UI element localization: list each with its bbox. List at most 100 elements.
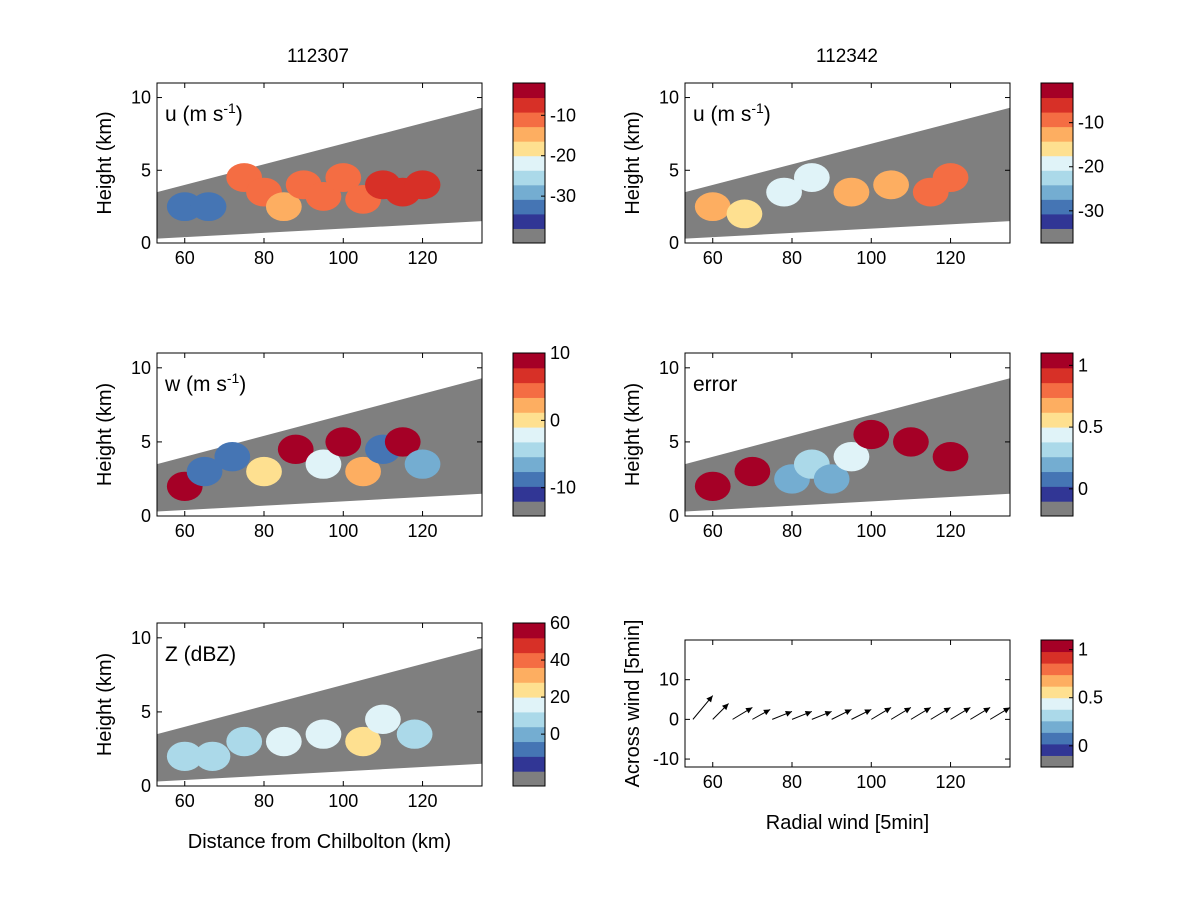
colorbar-segment (1041, 228, 1073, 244)
colorbar-segment (1041, 709, 1073, 722)
y-tick-label: 10 (131, 628, 151, 648)
y-tick-label: 5 (669, 160, 679, 180)
colorbar-segment (513, 199, 545, 215)
y-tick-label: 0 (141, 776, 151, 796)
colorbar: 10 0 -10 (512, 343, 576, 517)
panel-label: error (693, 373, 737, 396)
data-cell (265, 192, 302, 222)
colorbar-segment (513, 427, 545, 443)
colorbar-tick-label: 40 (550, 650, 570, 670)
data-cell (325, 163, 362, 192)
colorbar-segment (1041, 184, 1073, 200)
colorbar-segment (1041, 720, 1073, 733)
colorbar-tick-label: 60 (550, 613, 570, 633)
colorbar-frame (512, 352, 546, 517)
colorbar: 10.50 (1040, 352, 1103, 517)
colorbar-segment (1041, 651, 1073, 664)
colorbar-segment (513, 441, 545, 458)
colorbar-tick-label: 0.5 (1078, 688, 1103, 708)
colorbar-segment (1041, 112, 1073, 128)
x-tick-label: 60 (703, 521, 723, 541)
data-cell (833, 442, 870, 472)
radar-coverage-wedge (157, 378, 482, 512)
x-tick-label: 100 (328, 521, 358, 541)
colorbar-segment (1041, 755, 1073, 768)
colorbar-frame (1040, 352, 1074, 517)
colorbar-segment (1041, 743, 1073, 756)
y-axis-label: Height (km) (622, 111, 644, 214)
colorbar-segment (1041, 170, 1073, 186)
colorbar-segment (513, 112, 545, 128)
colorbar-tick-label: -10 (1078, 113, 1104, 133)
panel-2: 60 80 100 120 0 5 10 Height (km) u (m s-1) -10 -20… (622, 82, 1104, 268)
colorbar-segment (513, 353, 545, 369)
data-cell (190, 192, 227, 222)
colorbar-segment (1041, 456, 1073, 473)
colorbar-segment (513, 667, 545, 683)
data-cell (325, 427, 362, 457)
colorbar: 10.50 (1040, 639, 1103, 768)
colorbar-frame (1040, 639, 1074, 768)
colorbar-segment (513, 682, 545, 698)
wind-arrow-head (824, 710, 832, 717)
panel-label: u (m s-1) (165, 100, 243, 126)
x-tick-label: 60 (703, 248, 723, 268)
colorbar-segment (1041, 412, 1073, 428)
colorbar-segment (1041, 501, 1073, 517)
colorbar-segment (513, 184, 545, 200)
panel-label: w (m s-1) (164, 370, 246, 396)
axes-box (684, 639, 1011, 768)
colorbar-segment (513, 412, 545, 428)
column-title-right: 112342 (816, 46, 878, 67)
x-tick-label: 100 (856, 772, 886, 792)
colorbar-tick-label: 0 (550, 724, 560, 744)
wind-arrow-head (844, 709, 852, 715)
colorbar-segment (513, 771, 545, 787)
wind-arrow-head (923, 707, 931, 714)
colorbar-segment (1041, 427, 1073, 443)
colorbar-tick-label: 1 (1078, 355, 1088, 375)
panel-label: u (m s-1) (693, 100, 771, 126)
data-cell (873, 170, 909, 200)
y-tick-label: 10 (131, 358, 151, 378)
colorbar-segment (513, 170, 545, 186)
data-cell (246, 456, 282, 487)
colorbar-segment (1041, 441, 1073, 458)
colorbar-tick-label: -30 (1078, 201, 1104, 221)
colorbar-segment (513, 83, 545, 99)
x-axis-label: Radial wind [5min] (766, 812, 929, 834)
colorbar-tick-label: 0.5 (1078, 417, 1103, 437)
wind-arrow-head (706, 695, 713, 703)
y-tick-label: 5 (141, 702, 151, 722)
data-cell (345, 726, 381, 757)
y-tick-label: 10 (659, 358, 679, 378)
colorbar-tick-label: 0 (550, 410, 560, 430)
colorbar-segment (513, 456, 545, 473)
data-cell (404, 170, 441, 200)
axes-box (684, 352, 1011, 517)
x-tick-label: 100 (856, 248, 886, 268)
data-cell (853, 419, 890, 450)
y-axis-label: Height (km) (94, 653, 116, 756)
x-tick-label: 100 (328, 791, 358, 811)
x-tick-label: 60 (175, 521, 195, 541)
data-cell (277, 434, 314, 464)
colorbar-segment (1041, 97, 1073, 113)
colorbar-segment (1041, 697, 1073, 710)
y-axis-label: Height (km) (94, 111, 116, 214)
x-tick-label: 80 (254, 521, 274, 541)
colorbar-segment (513, 486, 545, 502)
x-tick-label: 120 (936, 248, 966, 268)
x-tick-label: 100 (328, 248, 358, 268)
axes-box (156, 352, 483, 517)
wind-arrow-head (963, 707, 971, 714)
y-tick-label: 5 (141, 432, 151, 452)
colorbar-segment (1041, 213, 1073, 229)
colorbar-segment (513, 652, 545, 668)
y-tick-label: 10 (659, 88, 679, 108)
y-axis-label: Height (km) (94, 383, 116, 486)
y-tick-label: 0 (669, 233, 679, 253)
y-tick-label: -10 (653, 749, 679, 769)
wind-arrow-head (763, 709, 771, 716)
